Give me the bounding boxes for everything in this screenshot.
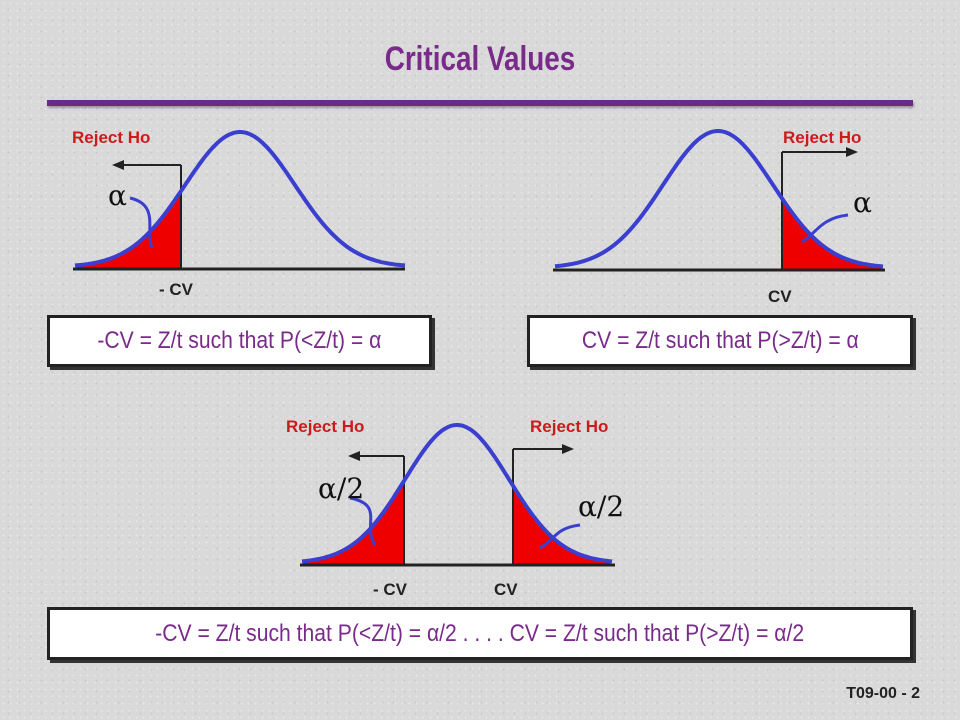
two-tail-left-arrowhead <box>348 451 360 461</box>
two-tail-left-reject-label: Reject Ho <box>286 417 364 436</box>
right-tail-region <box>782 199 882 269</box>
left-tail-region <box>76 191 181 268</box>
left-tail-alpha-pointer <box>129 196 154 249</box>
left-tail-formula: -CV = Z/t such that P(<Z/t) = α <box>97 327 382 354</box>
left-tail-curve <box>74 130 406 268</box>
left-tail-formula-box: -CV = Z/t such that P(<Z/t) = α <box>47 315 432 367</box>
two-tail-right-reject-label: Reject Ho <box>530 417 608 436</box>
two-tail-left-cv-label: - CV <box>373 580 408 599</box>
right-tail-cv-label: CV <box>768 287 792 306</box>
right-tail-curve <box>554 129 884 269</box>
two-tail-left-alpha-label: α/2 <box>318 472 364 505</box>
left-tail-reject-label: Reject Ho <box>72 128 150 147</box>
right-tail-formula: CV = Z/t such that P(>Z/t) = α <box>581 327 859 354</box>
two-tail-right-cv-label: CV <box>494 580 518 599</box>
right-tail-alpha-label: α <box>853 186 872 219</box>
two-tail-right-alpha-label: α/2 <box>578 490 624 523</box>
left-tail-cv-label: - CV <box>159 280 194 299</box>
right-tail-arrowhead <box>846 147 858 157</box>
two-tail-formula: -CV = Z/t such that P(<Z/t) = α/2 . . . … <box>155 619 805 647</box>
page-title: Critical Values <box>384 40 576 78</box>
right-tail-diagram: Reject Ho CV α <box>553 128 885 306</box>
two-tail-formula-box: -CV = Z/t such that P(<Z/t) = α/2 . . . … <box>47 607 913 660</box>
two-tail-right-alpha-pointer <box>539 523 581 550</box>
two-tail-right-arrowhead <box>562 444 574 454</box>
title-divider <box>47 100 913 106</box>
left-tail-diagram: Reject Ho - CV α <box>72 128 406 299</box>
two-tail-left-alpha-pointer <box>349 496 377 546</box>
right-tail-reject-label: Reject Ho <box>783 128 861 147</box>
two-tail-right-region <box>513 487 610 564</box>
two-tail-diagram: Reject Ho Reject Ho - CV CV α/2 α/2 <box>286 417 624 599</box>
right-tail-alpha-pointer <box>801 213 849 244</box>
slide-number: T09-00 - 2 <box>846 685 920 702</box>
two-tail-curve <box>301 423 613 564</box>
right-tail-formula-box: CV = Z/t such that P(>Z/t) = α <box>527 315 913 367</box>
two-tail-left-region <box>303 480 404 564</box>
left-tail-alpha-label: α <box>108 179 127 212</box>
left-tail-arrowhead <box>112 160 124 170</box>
